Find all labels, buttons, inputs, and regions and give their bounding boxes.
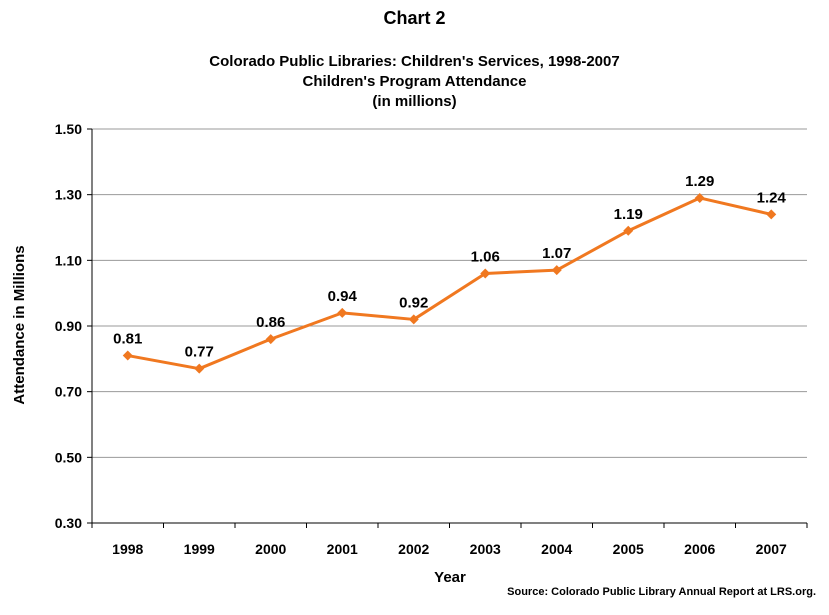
x-tick-label: 2007	[756, 541, 787, 557]
y-axis-title: Attendance in Millions	[11, 245, 28, 404]
data-label: 0.92	[399, 294, 428, 311]
x-tick-label: 2001	[327, 541, 358, 557]
chart-title: Chart 2	[383, 8, 446, 28]
data-label: 1.29	[685, 173, 714, 190]
chart-subtitle-line-1: Colorado Public Libraries: Children's Se…	[209, 53, 620, 70]
y-tick-label: 0.90	[55, 318, 82, 334]
data-label: 0.77	[185, 344, 214, 361]
data-point-marker	[194, 363, 205, 374]
chart-subtitle: Colorado Public Libraries: Children's Se…	[0, 52, 829, 112]
data-point-marker	[480, 268, 491, 279]
data-labels: 0.81 0.77 0.86 0.94 0.92 1.06 1.07 1.19 1.29 1.24	[113, 173, 786, 361]
chart-subtitle-line-2: Children's Program Attendance	[302, 73, 527, 90]
data-point-marker	[551, 265, 562, 276]
data-point-marker	[766, 209, 777, 220]
y-tick-label: 0.70	[55, 384, 82, 400]
data-point-marker	[265, 334, 276, 345]
x-tick-label: 1998	[112, 541, 143, 557]
data-point-marker	[337, 307, 348, 318]
data-label: 0.81	[113, 331, 142, 348]
y-tick-label: 1.50	[55, 121, 82, 137]
y-tick-labels: 0.30 0.50 0.70 0.90 1.10 1.30 1.50	[55, 121, 82, 531]
x-tick-label: 1999	[184, 541, 215, 557]
x-tick-labels: 1998 1999 2000 2001 2002 2003 2004 2005 2006 2007	[112, 541, 787, 557]
y-tick-label: 0.30	[55, 515, 82, 531]
x-tick-label: 2003	[470, 541, 501, 557]
y-tick-label: 0.50	[55, 449, 82, 465]
axes	[87, 128, 808, 528]
x-tick-label: 2006	[684, 541, 715, 557]
data-point-marker	[623, 225, 634, 236]
data-point-marker	[122, 350, 133, 361]
source-note: Source: Colorado Public Library Annual R…	[507, 586, 816, 598]
data-label: 1.07	[542, 245, 571, 262]
data-label: 0.86	[256, 314, 285, 331]
data-label: 1.19	[614, 206, 643, 223]
chart-subtitle-line-3: (in millions)	[372, 93, 457, 110]
x-axis-title: Year	[434, 569, 466, 586]
y-tick-label: 1.10	[55, 252, 82, 268]
x-tick-label: 2002	[398, 541, 429, 557]
x-tick-label: 2004	[541, 541, 572, 557]
data-label: 1.24	[757, 189, 787, 206]
data-point-marker	[408, 314, 419, 325]
x-tick-label: 2005	[613, 541, 644, 557]
data-point-marker	[694, 192, 705, 203]
series-layer	[122, 192, 777, 374]
data-label: 0.94	[328, 288, 358, 305]
y-tick-label: 1.30	[55, 187, 82, 203]
x-tick-label: 2000	[255, 541, 286, 557]
data-label: 1.06	[471, 248, 500, 265]
gridlines	[92, 128, 807, 458]
series-line	[127, 196, 772, 371]
